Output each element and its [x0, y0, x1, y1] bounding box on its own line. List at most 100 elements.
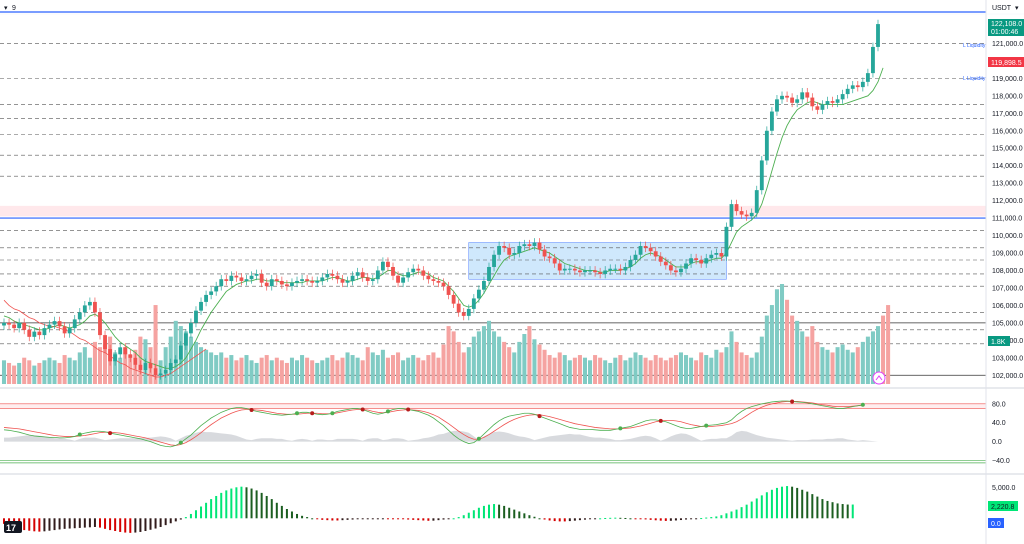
price-axis-tick: 115,000.0 — [992, 146, 1023, 153]
candle-body — [315, 280, 320, 283]
candle-body — [189, 322, 193, 334]
oscillator-pane[interactable]: 80.0 40.0 0.0 −40.0 — [0, 387, 1024, 465]
histogram-bar — [392, 518, 395, 520]
candle-body — [7, 322, 11, 325]
candle-body — [335, 275, 340, 280]
volume-bar — [603, 360, 608, 384]
candle-body — [229, 275, 234, 281]
histogram-bar — [83, 518, 86, 528]
volume-bar — [719, 352, 724, 384]
currency-label[interactable]: USDT — [992, 5, 1012, 12]
volume-bar — [613, 357, 618, 384]
candle-body — [406, 272, 411, 278]
candle-body — [279, 280, 284, 285]
volume-bar — [325, 357, 330, 384]
candle-body — [815, 106, 820, 110]
histogram-bar — [700, 518, 703, 520]
crossover-dot — [537, 414, 542, 419]
crossover-dot — [385, 409, 390, 414]
histogram-bar — [730, 511, 733, 519]
candle-body — [153, 368, 158, 376]
histogram-bar — [533, 516, 536, 519]
volume-bar — [830, 352, 835, 384]
candle-body — [22, 322, 27, 330]
volume-bar — [77, 352, 82, 384]
volume-bar — [865, 336, 870, 384]
histogram-bar — [735, 509, 738, 519]
candle-body — [284, 284, 289, 287]
volume-bar — [492, 331, 497, 384]
volume-bar — [401, 360, 406, 384]
volume-bar — [754, 352, 759, 384]
histogram-bar — [619, 517, 622, 519]
candle-body — [224, 279, 229, 281]
volume-bar — [451, 331, 456, 384]
histogram-pane[interactable]: 5,000.0 — [0, 473, 1024, 533]
divergence-area — [4, 430, 878, 442]
volume-bar — [840, 344, 845, 384]
volume-bar — [593, 355, 598, 384]
interval-label[interactable]: 9 — [12, 5, 16, 12]
volume-bar — [875, 326, 881, 384]
volume-bar — [249, 360, 254, 384]
volume-bar — [572, 357, 577, 384]
candle-body — [375, 270, 380, 280]
price-axis-tick: 109,000.0 — [992, 251, 1023, 258]
volume-bar — [522, 334, 527, 384]
price-pane[interactable] — [0, 11, 986, 384]
volume-bar — [411, 355, 416, 384]
volume-bar — [694, 360, 699, 384]
chart-settings-icon[interactable] — [872, 371, 886, 385]
histogram-bar — [412, 518, 415, 520]
histogram-bar — [159, 518, 162, 527]
volume-bar — [769, 305, 774, 384]
histogram-bar — [447, 518, 450, 520]
histogram-bar — [720, 515, 723, 519]
histogram-bar — [715, 516, 718, 519]
candle-body — [588, 270, 592, 272]
histogram-bar — [548, 518, 551, 521]
histogram-bar — [326, 518, 329, 521]
volume-bar — [72, 360, 77, 384]
candle-body — [739, 211, 744, 215]
histogram-bar — [816, 496, 819, 519]
histogram-bar — [695, 518, 698, 520]
histogram-bar — [604, 517, 607, 519]
volume-bar — [37, 362, 42, 384]
candle-body — [370, 279, 375, 281]
volume-bar — [97, 347, 103, 384]
candle-body — [320, 277, 325, 281]
volume-bar — [881, 315, 886, 384]
volume-bar — [57, 362, 62, 384]
volume-value: 1.8K — [991, 339, 1006, 346]
candle-body — [77, 312, 82, 320]
histogram-bar — [806, 491, 809, 519]
volume-bar — [12, 365, 17, 384]
volume-bar — [785, 299, 790, 384]
tradingview-logo[interactable]: 17 — [4, 521, 22, 533]
histogram-bar — [371, 518, 374, 520]
candle-body — [143, 363, 148, 371]
candle-body — [653, 251, 658, 257]
histogram-bar — [200, 506, 203, 519]
candle-body — [264, 282, 269, 287]
histogram-bar — [750, 501, 753, 519]
volume-bar — [557, 352, 562, 384]
histogram-bar — [402, 518, 405, 520]
candle-body — [431, 279, 436, 281]
price-axis-tick: 121,000.0 — [992, 41, 1023, 48]
histogram-bar — [280, 505, 283, 519]
volume-bar — [810, 326, 815, 384]
histogram-bar — [366, 518, 369, 520]
chart-menu-chevron-icon[interactable]: ▾ — [4, 5, 8, 12]
histogram-bar — [164, 518, 167, 526]
histogram-bar — [104, 518, 107, 529]
volume-bar — [628, 357, 633, 384]
volume-bar — [254, 362, 259, 384]
candle-body — [603, 270, 608, 274]
currency-chevron-icon[interactable]: ▾ — [1015, 5, 1019, 12]
candle-body — [103, 335, 107, 350]
volume-bar — [456, 341, 461, 384]
candle-body — [173, 359, 178, 364]
